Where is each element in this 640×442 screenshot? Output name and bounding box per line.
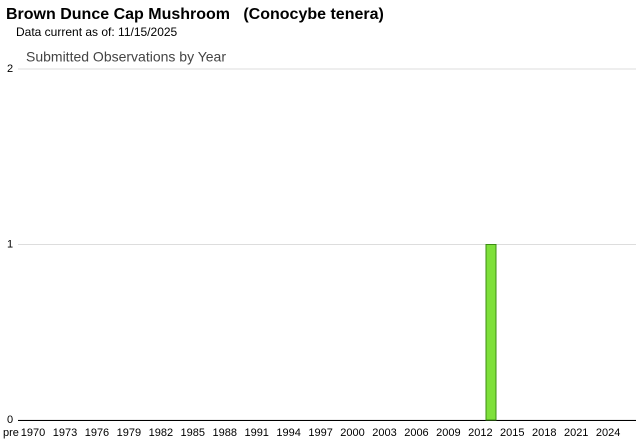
x-tick-label: 1973 [53, 427, 77, 439]
x-tick-label: 1985 [181, 427, 205, 439]
x-tick-label: 2000 [340, 427, 364, 439]
page-title: Brown Dunce Cap Mushroom (Conocybe tener… [6, 6, 384, 23]
chart-title: Submitted Observations by Year [26, 49, 226, 65]
x-tick-label: pre [3, 427, 19, 439]
x-tick-label: 1997 [308, 427, 332, 439]
x-tick-label: 1988 [213, 427, 237, 439]
x-tick-label: 1991 [244, 427, 268, 439]
subtitle: Data current as of: 11/15/2025 [16, 25, 178, 39]
x-tick-label: 1970 [21, 427, 45, 439]
y-tick-label: 1 [7, 238, 13, 250]
x-tick-label: 2018 [532, 427, 556, 439]
x-tick-label: 1994 [276, 427, 300, 439]
x-tick-label: 2024 [596, 427, 620, 439]
y-tick-label: 2 [7, 63, 13, 75]
x-tick-label: 1979 [117, 427, 141, 439]
x-tick-label: 1982 [149, 427, 173, 439]
x-tick-label: 2015 [500, 427, 524, 439]
x-tick-label: 2006 [404, 427, 428, 439]
x-tick-label: 2012 [468, 427, 492, 439]
x-tick-label: 1976 [85, 427, 109, 439]
bar [485, 244, 497, 421]
x-tick-label: 2009 [436, 427, 460, 439]
y-tick-label: 0 [7, 414, 13, 426]
x-tick-label: 2021 [564, 427, 588, 439]
x-tick-label: 2003 [372, 427, 396, 439]
